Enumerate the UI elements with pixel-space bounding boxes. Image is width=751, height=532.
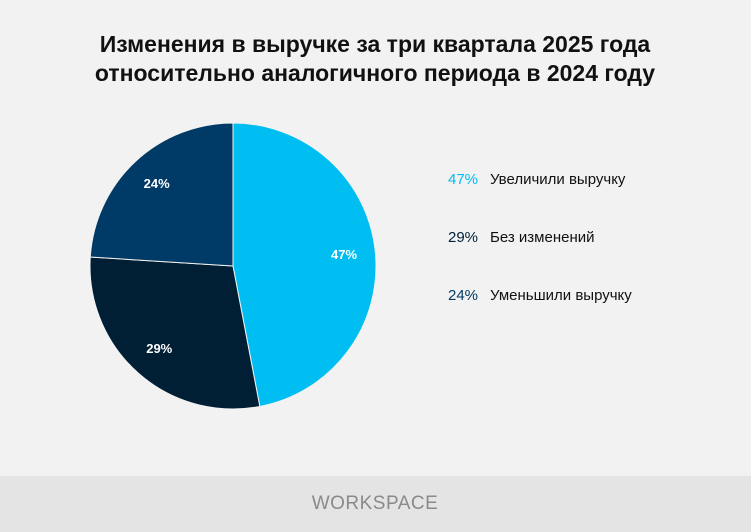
legend-value: 29%: [448, 229, 478, 246]
slice-label: 29%: [146, 341, 172, 356]
slice-label: 24%: [144, 176, 170, 191]
chart-title: относительно аналогичного периода в 2024…: [95, 60, 655, 86]
footer: [0, 476, 751, 532]
legend-label: Увеличили выручку: [490, 171, 626, 188]
pie-slice: [232, 122, 377, 408]
chart-title: Изменения в выручке за три квартала 2025…: [100, 31, 651, 57]
legend-label: Уменьшили выручку: [490, 287, 632, 304]
slice-label: 47%: [331, 247, 357, 262]
legend-value: 47%: [448, 171, 478, 188]
footer-brand: WORKSPACE: [312, 493, 439, 514]
legend-value: 24%: [448, 287, 478, 304]
pie-slice: [89, 122, 234, 267]
pie-slice: [89, 256, 261, 410]
legend-label: Без изменений: [490, 229, 594, 246]
